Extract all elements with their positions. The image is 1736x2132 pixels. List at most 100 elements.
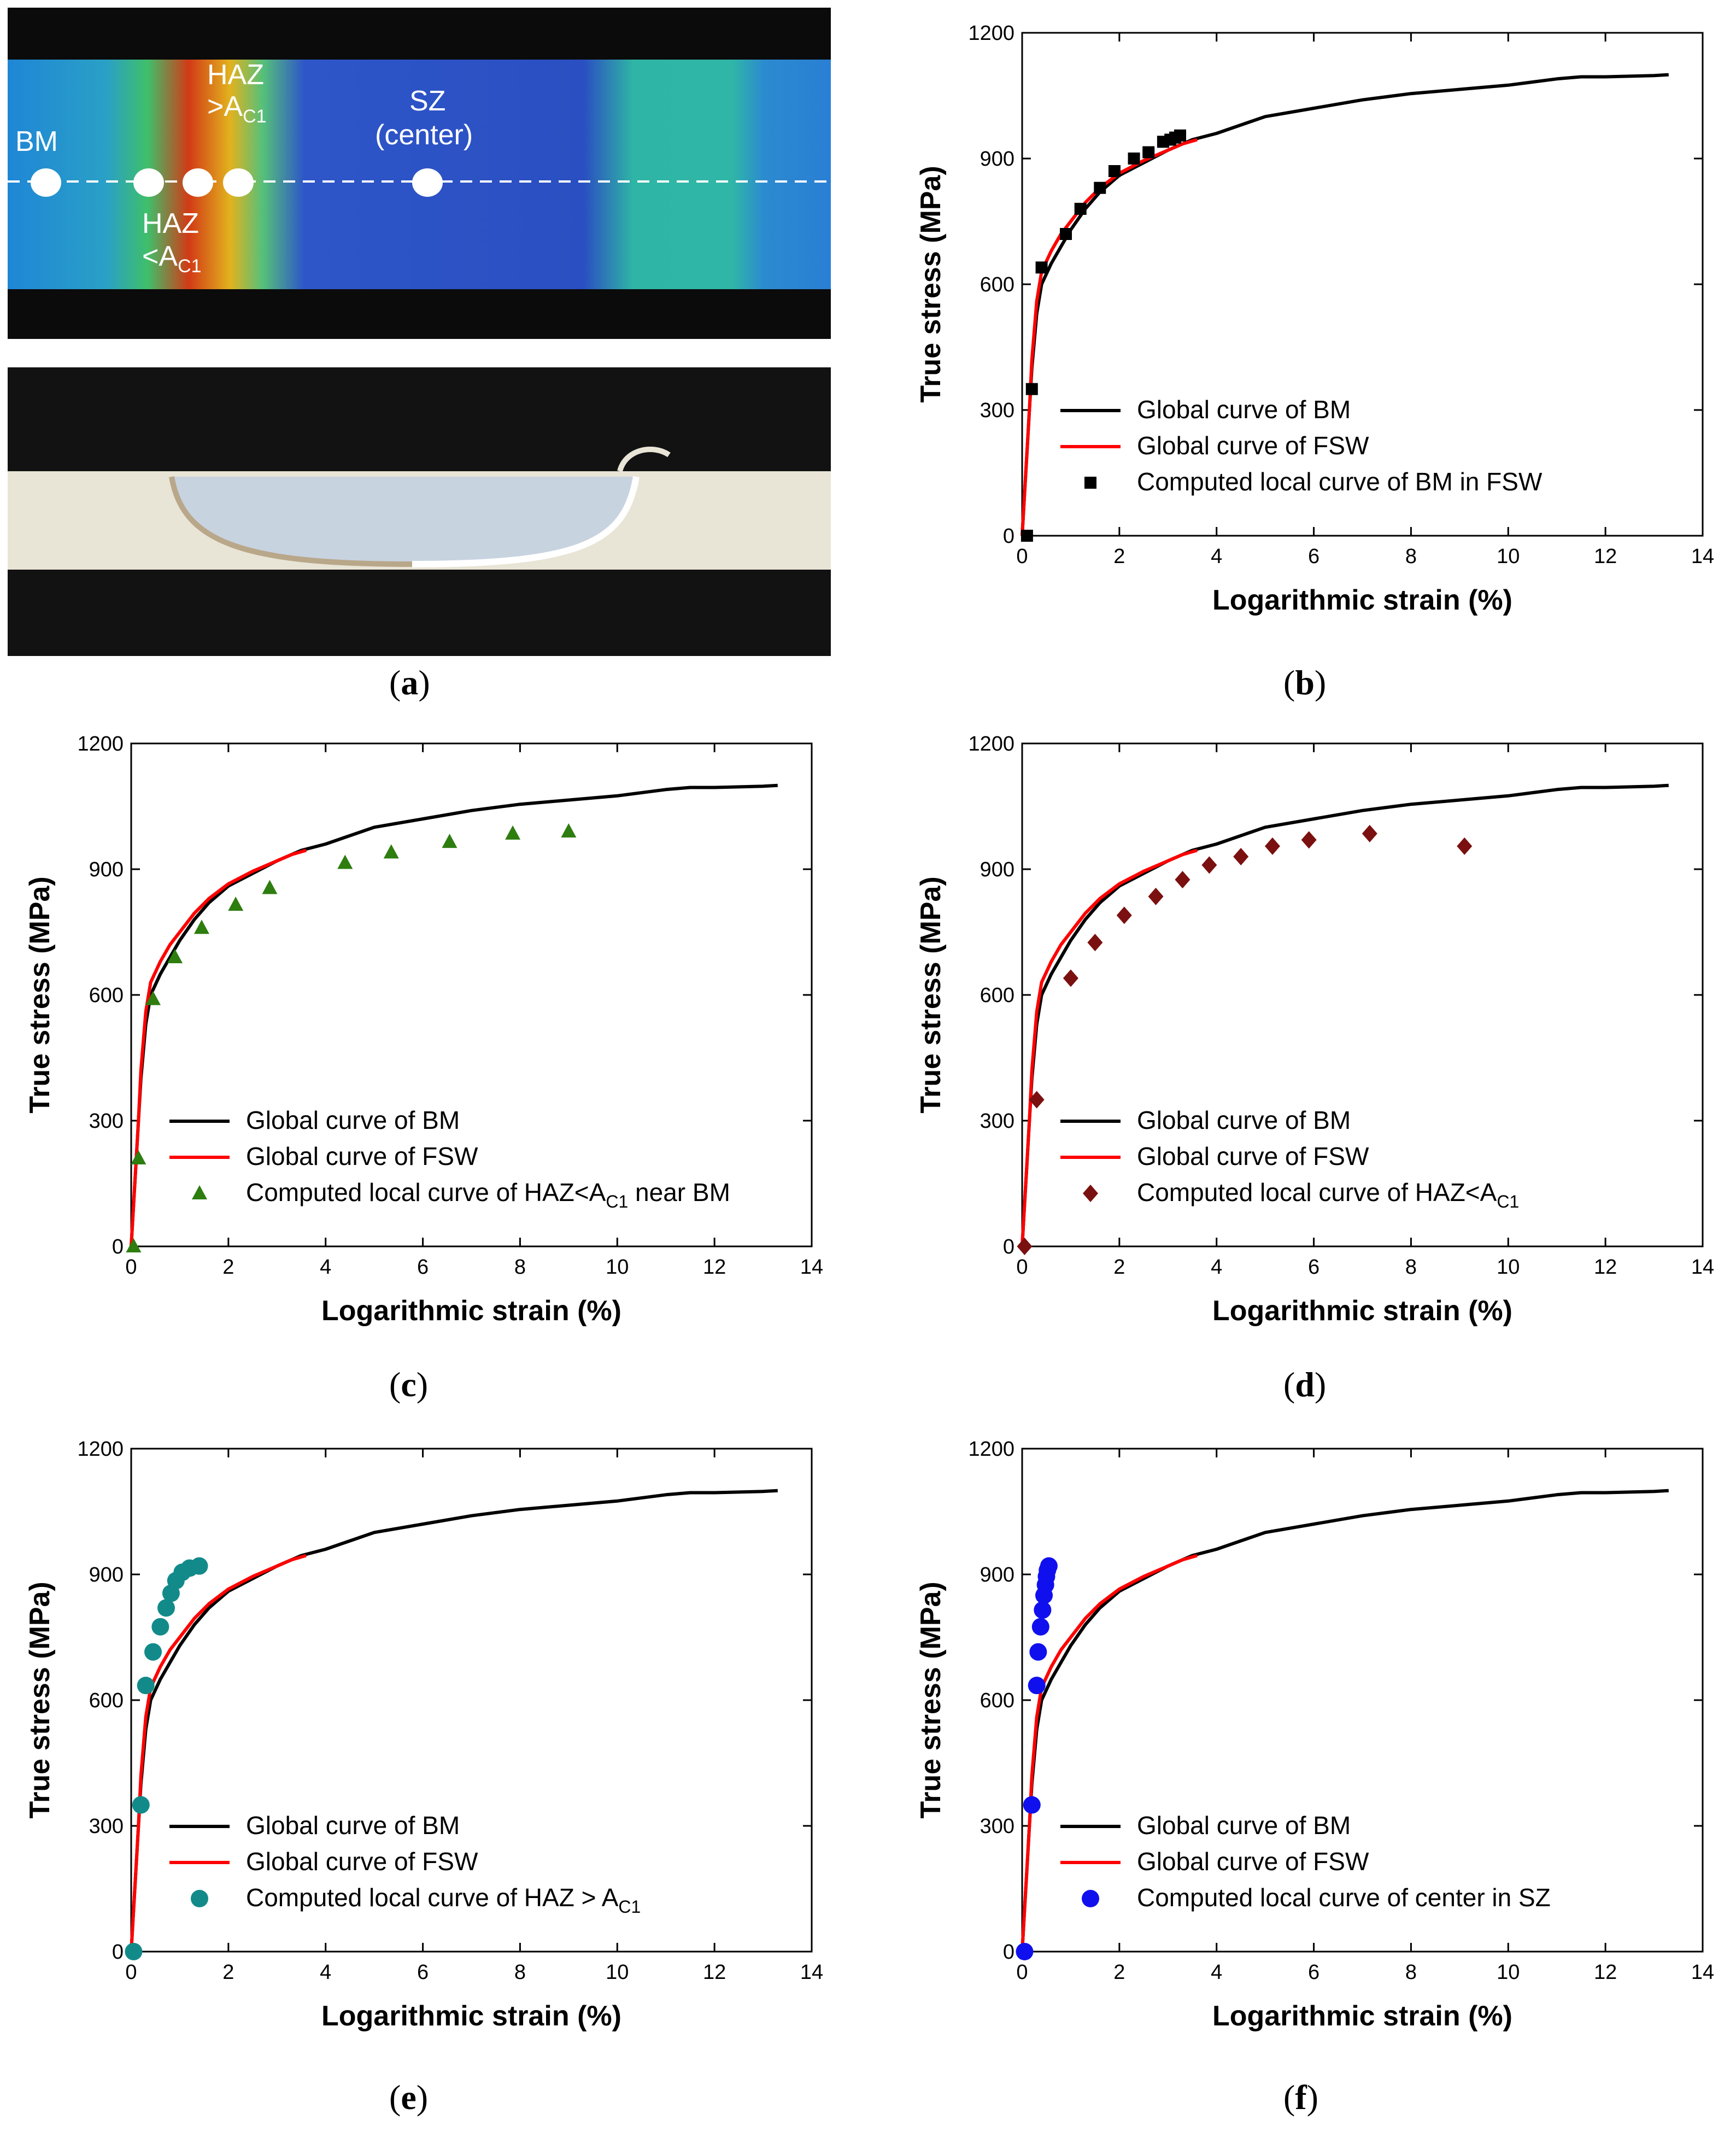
x-tick-label: 14 [800, 1961, 823, 1984]
data-point [1023, 1796, 1041, 1814]
y-tick-label: 300 [980, 1110, 1014, 1133]
legend-entry: Computed local curve of HAZ<AC1 [1137, 1178, 1519, 1211]
x-tick-label: 10 [1497, 1961, 1520, 1984]
weld-flash [617, 447, 671, 472]
data-point [144, 1643, 162, 1661]
x-tick-label: 14 [1691, 1961, 1714, 1984]
y-tick-label: 300 [89, 1815, 124, 1838]
series-line-bm [130, 783, 778, 1247]
data-point [505, 825, 521, 840]
y-tick-label: 900 [980, 148, 1014, 171]
x-tick-label: 2 [1113, 1256, 1125, 1279]
data-point [1060, 228, 1072, 240]
y-tick-label: 0 [112, 1235, 124, 1258]
haz-above-marker [223, 168, 254, 197]
data-point [442, 834, 458, 848]
legend-entry: Computed local curve of center in SZ [1137, 1883, 1551, 1912]
legend-entry: Global curve of BM [1137, 1106, 1351, 1134]
legend-entry: Global curve of FSW [1137, 431, 1369, 460]
legend-swatch-local [1083, 1185, 1098, 1202]
legend-entry: Computed local curve of HAZ<AC1 near BM [246, 1178, 730, 1211]
legend-entry: Global curve of FSW [246, 1142, 478, 1170]
sz-center-marker [412, 168, 443, 197]
x-tick-label: 0 [1016, 1961, 1028, 1984]
data-point [151, 1618, 169, 1636]
weld-photo-svg [8, 367, 831, 656]
series-markers-local [1017, 824, 1473, 1255]
plot-frame [130, 742, 813, 1247]
y-axis-title: True stress (MPa) [915, 876, 947, 1114]
legend-entry: Global curve of BM [1137, 1811, 1351, 1840]
series-line-fsw [1021, 1554, 1198, 1952]
data-point [157, 1599, 175, 1617]
sz-label-2: (center) [375, 119, 473, 151]
legend-entry: Global curve of FSW [1137, 1142, 1369, 1170]
chart-d: 0 2 4 6 8 10 12 14 0 300 600 900 1200 Logarithmic str… [915, 733, 1714, 1327]
data-point [137, 1677, 155, 1695]
bm-label: BM [15, 126, 58, 157]
haz-below-marker [133, 168, 164, 197]
y-tick-label: 0 [1003, 1941, 1014, 1964]
x-tick-label: 4 [1211, 1961, 1222, 1984]
x-tick-label: 10 [606, 1256, 629, 1279]
y-tick-label: 300 [980, 1815, 1014, 1838]
data-point [1094, 181, 1106, 194]
y-tick-label: 900 [89, 858, 124, 881]
x-axis-title: Logarithmic strain (%) [321, 1295, 621, 1327]
data-point [145, 991, 161, 1005]
chart-b: 0 2 4 6 8 10 12 14 0 300 600 900 1200 Logarithmic str… [915, 22, 1714, 616]
haz-above-label-1: HAZ [207, 59, 264, 91]
sz-label-1: SZ [409, 85, 445, 117]
x-tick-label: 10 [1497, 545, 1520, 568]
x-tick-label: 6 [417, 1961, 429, 1984]
haz-below-label-1: HAZ [142, 208, 199, 239]
data-point [1063, 969, 1078, 987]
x-axis-title: Logarithmic strain (%) [1212, 584, 1512, 616]
y-axis-title: True stress (MPa) [24, 1582, 56, 1819]
data-point [1201, 856, 1217, 874]
series-line-fsw [130, 1554, 307, 1952]
legend-entry: Computed local curve of BM in FSW [1137, 467, 1543, 496]
series-markers-local [125, 1557, 208, 1960]
x-tick-label: 14 [1691, 1256, 1714, 1279]
x-tick-label: 12 [1594, 1961, 1617, 1984]
haz-below-label-2: <AC1 [142, 241, 202, 277]
x-tick-label: 4 [1211, 1256, 1222, 1279]
data-point [1017, 1238, 1033, 1255]
data-point [1029, 1643, 1047, 1661]
legend-entry: Global curve of BM [1137, 395, 1351, 424]
data-point [337, 854, 353, 869]
dic-strain-map-svg: BM HAZ >AC1 HAZ <AC1 SZ (center) [8, 8, 831, 339]
legend-swatch-local [1084, 477, 1096, 489]
series-markers-local [1016, 1557, 1058, 1960]
weld-cross-section-photo [8, 367, 831, 656]
y-tick-label: 1200 [968, 733, 1014, 755]
x-tick-label: 12 [703, 1961, 726, 1984]
data-point [1016, 1943, 1034, 1960]
y-axis-title: True stress (MPa) [24, 876, 56, 1114]
y-tick-label: 0 [1003, 525, 1014, 548]
data-point [1025, 383, 1038, 395]
y-tick-label: 1200 [968, 1438, 1014, 1461]
panel-label-f: (f) [1283, 2078, 1318, 2117]
data-point [167, 949, 183, 963]
plot-frame [130, 1448, 813, 1953]
data-point [193, 919, 209, 934]
data-point [1087, 934, 1103, 952]
y-tick-label: 1200 [77, 1438, 124, 1461]
y-tick-label: 1200 [968, 22, 1014, 45]
weld-nugget [172, 477, 636, 564]
data-point [1074, 203, 1087, 215]
series-line-bm [1021, 73, 1669, 536]
x-tick-label: 8 [514, 1961, 526, 1984]
x-axis-title: Logarithmic strain (%) [321, 2000, 621, 2032]
data-point [1040, 1557, 1058, 1575]
data-point [1174, 129, 1187, 142]
x-tick-label: 12 [703, 1256, 726, 1279]
plot-frame [1021, 32, 1704, 537]
data-point [1031, 1618, 1049, 1636]
x-tick-label: 6 [1308, 1256, 1319, 1279]
y-tick-label: 600 [89, 984, 124, 1007]
x-tick-label: 6 [1308, 545, 1319, 568]
data-point [383, 844, 399, 859]
